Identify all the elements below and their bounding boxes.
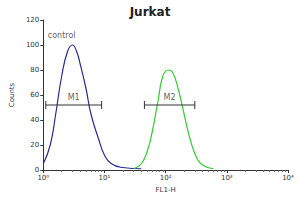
- svg-text:40: 40: [30, 116, 39, 124]
- svg-text:10⁰: 10⁰: [37, 174, 49, 182]
- svg-text:20: 20: [30, 141, 39, 149]
- svg-text:Counts: Counts: [8, 82, 16, 107]
- svg-text:100: 100: [26, 41, 39, 49]
- svg-text:80: 80: [30, 66, 39, 74]
- svg-text:10⁴: 10⁴: [282, 174, 294, 182]
- svg-text:control: control: [48, 31, 76, 40]
- svg-text:FL1-H: FL1-H: [156, 186, 176, 194]
- svg-text:10²: 10²: [160, 174, 172, 182]
- svg-text:Jurkat: Jurkat: [129, 5, 171, 19]
- svg-text:120: 120: [26, 16, 39, 24]
- svg-text:10³: 10³: [221, 174, 233, 182]
- svg-text:60: 60: [30, 91, 39, 99]
- svg-text:10¹: 10¹: [99, 174, 111, 182]
- svg-text:0: 0: [34, 166, 40, 174]
- svg-text:M2: M2: [164, 93, 176, 102]
- svg-text:M1: M1: [68, 93, 80, 102]
